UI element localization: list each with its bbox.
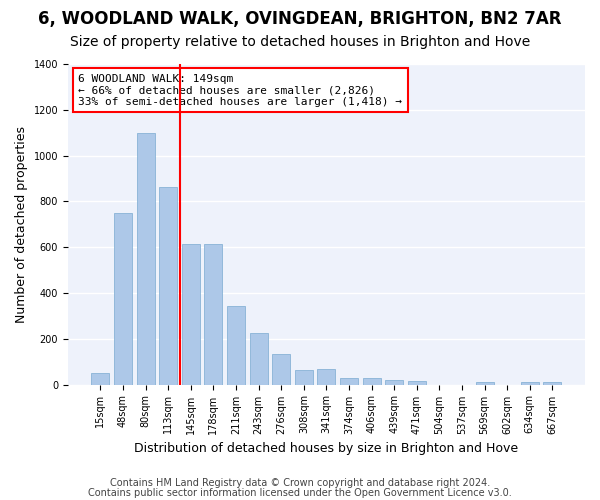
Bar	[317, 368, 335, 384]
Text: Size of property relative to detached houses in Brighton and Hove: Size of property relative to detached ho…	[70, 35, 530, 49]
X-axis label: Distribution of detached houses by size in Brighton and Hove: Distribution of detached houses by size …	[134, 442, 518, 455]
Text: 6 WOODLAND WALK: 149sqm
← 66% of detached houses are smaller (2,826)
33% of semi: 6 WOODLAND WALK: 149sqm ← 66% of detache…	[78, 74, 402, 107]
Bar	[182, 244, 200, 384]
Bar	[544, 382, 562, 384]
Bar	[137, 132, 155, 384]
Bar	[385, 380, 403, 384]
Text: 6, WOODLAND WALK, OVINGDEAN, BRIGHTON, BN2 7AR: 6, WOODLAND WALK, OVINGDEAN, BRIGHTON, B…	[38, 10, 562, 28]
Text: Contains HM Land Registry data © Crown copyright and database right 2024.: Contains HM Land Registry data © Crown c…	[110, 478, 490, 488]
Bar	[340, 378, 358, 384]
Bar	[250, 333, 268, 384]
Bar	[408, 381, 426, 384]
Bar	[159, 186, 177, 384]
Bar	[476, 382, 494, 384]
Bar	[362, 378, 380, 384]
Bar	[521, 382, 539, 384]
Bar	[295, 370, 313, 384]
Bar	[91, 373, 109, 384]
Bar	[205, 244, 223, 384]
Bar	[272, 354, 290, 384]
Y-axis label: Number of detached properties: Number of detached properties	[15, 126, 28, 323]
Bar	[114, 213, 132, 384]
Bar	[227, 306, 245, 384]
Text: Contains public sector information licensed under the Open Government Licence v3: Contains public sector information licen…	[88, 488, 512, 498]
